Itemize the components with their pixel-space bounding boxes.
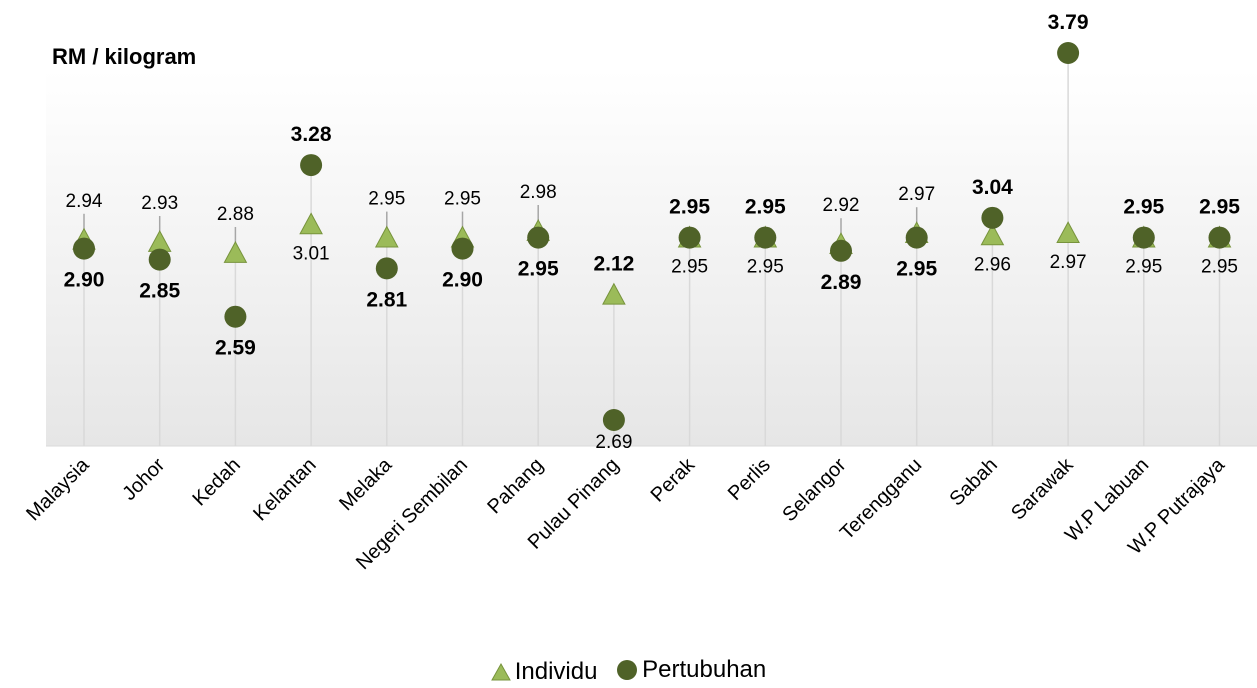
point-pertubuhan-sarawak [1057, 42, 1080, 64]
point-individu-sarawak [1056, 221, 1080, 244]
data-label-pertubuhan-perak: 2.95 [669, 196, 710, 219]
point-individu-sabah [980, 223, 1005, 246]
x-tick-label-perak: Perak [647, 453, 700, 506]
data-label-pertubuhan-negeri-sembilan: 2.90 [442, 269, 483, 292]
x-tick-label-sabah: Sabah [945, 454, 1001, 510]
data-label-pertubuhan-sabah: 3.04 [972, 176, 1013, 199]
point-pertubuhan-melaka [375, 257, 398, 280]
point-pertubuhan-kedah [224, 305, 247, 328]
data-label-individu-w-p-labuan: 2.95 [1125, 257, 1162, 278]
data-label-individu-sabah: 2.96 [974, 254, 1011, 275]
data-label-pertubuhan-malaysia: 2.90 [64, 269, 105, 292]
data-label-pertubuhan-perlis: 2.95 [745, 196, 786, 219]
data-label-individu-malaysia: 2.94 [66, 191, 103, 212]
legend: Individu Pertubuhan [0, 656, 1257, 688]
point-pertubuhan-negeri-sembilan [451, 237, 474, 260]
x-tick-label-kedah: Kedah [188, 454, 244, 510]
circle-marker-icon [617, 660, 638, 680]
x-tick-label-pahang: Pahang [483, 454, 547, 518]
data-label-individu-melaka: 2.95 [368, 189, 405, 210]
x-tick-label-kelantan: Kelantan [249, 454, 320, 525]
x-tick-label-johor: Johor [118, 454, 169, 505]
data-label-individu-johor: 2.93 [141, 193, 178, 214]
data-label-pertubuhan-terengganu: 2.95 [896, 258, 937, 281]
data-label-individu-terengganu: 2.97 [898, 184, 935, 205]
data-label-individu-pahang: 2.98 [520, 182, 557, 203]
y-axis-unit-label: RM / kilogram [52, 44, 197, 69]
point-pertubuhan-malaysia [73, 237, 95, 260]
legend-item-pertubuhan: Pertubuhan [616, 656, 766, 684]
x-tick-label-terengganu: Terengganu [836, 454, 926, 544]
data-label-individu-perak: 2.95 [671, 257, 708, 278]
point-individu-pulau-pinang [602, 282, 626, 305]
data-label-pertubuhan-kedah: 2.59 [215, 337, 256, 360]
data-label-pertubuhan-selangor: 2.89 [821, 271, 862, 294]
data-label-individu-negeri-sembilan: 2.95 [444, 189, 481, 210]
point-pertubuhan-w-p-putrajaya [1208, 226, 1231, 249]
data-label-individu-kelantan: 3.01 [293, 243, 330, 264]
plot-background [46, 70, 1257, 446]
point-individu-kelantan [299, 212, 323, 235]
x-tick-label-sarawak: Sarawak [1007, 453, 1078, 524]
data-label-individu-w-p-putrajaya: 2.95 [1201, 257, 1238, 278]
x-tick-label-perlis: Perlis [724, 454, 775, 505]
data-label-individu-pulau-pinang: 2.69 [595, 432, 632, 453]
plot-area: 2.94 2.90 2.93 2.85 2.88 2.59 3.01 3.28 2.95 2.81… [22, 11, 1257, 574]
data-label-individu-perlis: 2.95 [747, 257, 784, 278]
legend-label-pertubuhan: Pertubuhan [642, 656, 767, 683]
point-pertubuhan-kelantan [300, 154, 323, 177]
data-label-pertubuhan-sarawak: 3.79 [1048, 11, 1089, 34]
point-pertubuhan-terengganu [905, 226, 928, 249]
x-tick-label-malaysia: Malaysia [22, 453, 94, 525]
data-label-pertubuhan-w-p-putrajaya: 2.95 [1199, 196, 1240, 219]
point-pertubuhan-w-p-labuan [1132, 226, 1155, 249]
data-label-individu-sarawak: 2.97 [1050, 252, 1087, 273]
x-tick-label-melaka: Melaka [335, 453, 397, 515]
data-label-individu-kedah: 2.88 [217, 204, 254, 225]
data-label-individu-selangor: 2.92 [823, 195, 860, 216]
point-individu-melaka [374, 225, 399, 248]
point-pertubuhan-perak [678, 226, 701, 249]
point-pertubuhan-selangor [830, 239, 852, 262]
point-individu-kedah [223, 240, 248, 263]
point-pertubuhan-pulau-pinang [602, 409, 625, 431]
data-label-pertubuhan-kelantan: 3.28 [291, 123, 332, 146]
point-pertubuhan-johor [148, 248, 171, 271]
point-pertubuhan-pahang [527, 226, 550, 249]
point-pertubuhan-perlis [754, 226, 777, 249]
legend-label-individu: Individu [514, 658, 598, 685]
data-label-pertubuhan-pahang: 2.95 [518, 258, 559, 281]
triangle-marker-icon [490, 663, 511, 681]
legend-item-individu: Individu [490, 658, 598, 686]
data-label-pertubuhan-pulau-pinang: 2.12 [593, 253, 634, 276]
data-label-pertubuhan-melaka: 2.81 [366, 288, 407, 311]
data-label-pertubuhan-w-p-labuan: 2.95 [1123, 196, 1164, 219]
point-pertubuhan-sabah [981, 206, 1004, 229]
x-tick-label-selangor: Selangor [778, 454, 850, 526]
data-label-pertubuhan-johor: 2.85 [139, 280, 180, 303]
